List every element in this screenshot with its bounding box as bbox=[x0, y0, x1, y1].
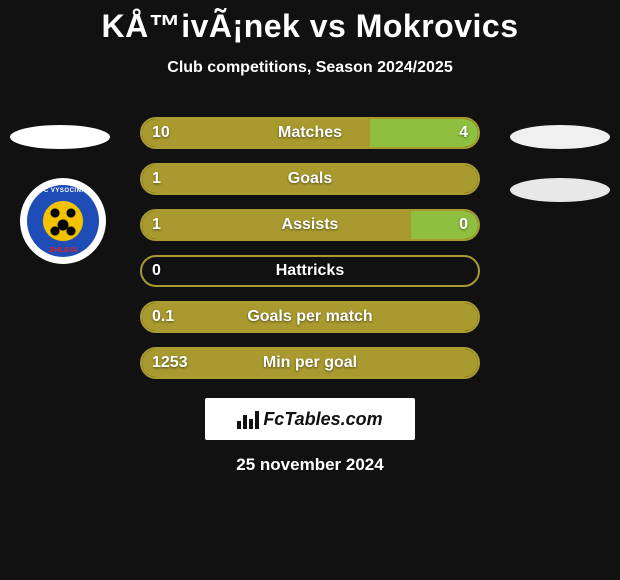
club-badge-bottom-text: JIHLAVA bbox=[27, 247, 99, 254]
branding-text: FcTables.com bbox=[263, 409, 382, 430]
stat-value-left: 0 bbox=[152, 257, 161, 285]
stat-row: Goals1 bbox=[0, 163, 620, 195]
subtitle: Club competitions, Season 2024/2025 bbox=[0, 59, 620, 77]
stat-bar: Hattricks0 bbox=[140, 255, 480, 287]
stat-value-left: 1 bbox=[152, 211, 161, 239]
stat-value-left: 10 bbox=[152, 119, 170, 147]
stat-label: Goals bbox=[142, 165, 478, 193]
stat-bar: Min per goal1253 bbox=[140, 347, 480, 379]
stat-label: Hattricks bbox=[142, 257, 478, 285]
stat-bar: Goals per match0.1 bbox=[140, 301, 480, 333]
stat-label: Min per goal bbox=[142, 349, 478, 377]
stat-row: Hattricks0 bbox=[0, 255, 620, 287]
stat-row: Assists1 0 bbox=[0, 209, 620, 241]
bar-chart-icon bbox=[237, 409, 259, 429]
stat-value-left: 1253 bbox=[152, 349, 188, 377]
page-title: KÅ™ivÃ¡nek vs Mokrovics bbox=[0, 0, 620, 45]
stat-bar: Assists1 0 bbox=[140, 209, 480, 241]
stat-bar: Matches10 4 bbox=[140, 117, 480, 149]
stat-bar: Goals1 bbox=[140, 163, 480, 195]
stat-label: Assists bbox=[142, 211, 478, 239]
date-label: 25 november 2024 bbox=[0, 455, 620, 475]
stat-label: Matches bbox=[142, 119, 478, 147]
stat-label: Goals per match bbox=[142, 303, 478, 331]
stat-row: Min per goal1253 bbox=[0, 347, 620, 379]
stat-row: Goals per match0.1 bbox=[0, 301, 620, 333]
branding: FcTables.com bbox=[205, 398, 415, 440]
stat-value-left: 1 bbox=[152, 165, 161, 193]
stat-value-right: 4 bbox=[459, 119, 468, 147]
stat-value-right: 0 bbox=[459, 211, 468, 239]
stat-row: Matches10 4 bbox=[0, 117, 620, 149]
stat-value-left: 0.1 bbox=[152, 303, 174, 331]
